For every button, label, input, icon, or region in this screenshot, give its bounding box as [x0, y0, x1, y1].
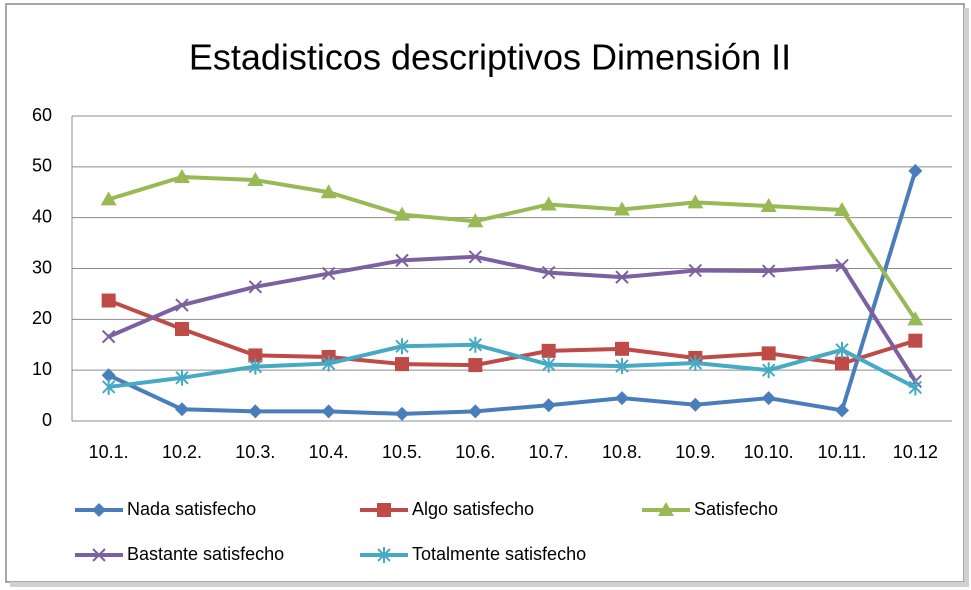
marker — [468, 404, 483, 419]
marker — [467, 213, 484, 228]
y-tick-label: 40 — [32, 206, 52, 226]
marker — [615, 358, 629, 375]
marker — [761, 391, 776, 406]
marker — [908, 163, 923, 178]
marker — [688, 355, 703, 372]
x-tick-label: 10.6. — [455, 442, 495, 462]
marker — [175, 369, 189, 386]
marker — [541, 356, 556, 373]
series-line — [107, 254, 918, 383]
marker — [615, 391, 629, 406]
legend-marker — [658, 502, 674, 516]
legend-marker — [92, 503, 106, 517]
marker — [468, 358, 483, 373]
marker — [395, 357, 409, 372]
marker — [100, 191, 117, 206]
y-tick-label: 30 — [32, 257, 52, 277]
marker — [395, 406, 409, 421]
legend-label: Algo satisfecho — [412, 499, 534, 519]
x-tick-label: 10.8. — [602, 442, 642, 462]
y-tick-label: 10 — [32, 359, 52, 379]
y-tick-label: 60 — [32, 105, 52, 125]
x-tick-label: 10.11. — [818, 442, 867, 462]
marker — [248, 348, 263, 363]
marker — [468, 250, 483, 264]
marker — [101, 329, 116, 344]
marker — [761, 346, 776, 361]
x-tick-label: 10.3. — [235, 442, 275, 462]
marker — [761, 362, 776, 379]
marker — [101, 378, 116, 395]
marker — [248, 404, 263, 419]
marker — [248, 358, 263, 375]
x-tick-label: 10.2. — [162, 442, 202, 462]
marker — [175, 321, 189, 336]
marker — [101, 293, 116, 308]
marker — [541, 343, 556, 358]
x-tick-label: 10.9. — [675, 442, 715, 462]
marker — [908, 333, 923, 348]
marker — [175, 402, 189, 417]
marker — [394, 206, 410, 221]
marker — [320, 184, 337, 199]
legend-label: Bastante satisfecho — [127, 544, 284, 564]
chart-frame — [5, 3, 965, 583]
marker — [395, 338, 409, 355]
marker — [395, 253, 409, 268]
y-tick-label: 50 — [32, 156, 52, 176]
marker — [541, 265, 556, 280]
x-tick-label: 10.10. — [744, 442, 794, 462]
marker — [760, 197, 777, 212]
marker — [688, 397, 703, 412]
marker — [615, 341, 629, 356]
x-tick-label: 10.12 — [893, 442, 938, 462]
frame-shadow — [964, 8, 969, 586]
marker — [834, 202, 850, 217]
marker — [907, 311, 924, 326]
y-tick-label: 0 — [42, 410, 52, 430]
marker — [614, 201, 630, 216]
x-tick-label: 10.5. — [382, 442, 422, 462]
marker — [761, 264, 776, 278]
marker — [835, 258, 849, 273]
marker — [248, 280, 263, 294]
x-tick-label: 10.4. — [309, 442, 349, 462]
marker — [175, 298, 189, 312]
marker — [688, 263, 703, 278]
legend-marker — [92, 548, 106, 562]
marker — [468, 336, 483, 353]
series-line — [108, 342, 917, 390]
chart-title: Estadisticos descriptivos Dimensión II — [189, 37, 791, 78]
y-tick-label: 20 — [32, 308, 52, 328]
marker — [687, 194, 704, 209]
marker — [908, 379, 923, 396]
x-tick-label: 10.7. — [529, 442, 569, 462]
series-line — [107, 170, 918, 416]
legend-label: Satisfecho — [694, 499, 778, 519]
marker — [541, 398, 556, 413]
marker — [540, 196, 557, 211]
legend-marker — [377, 547, 391, 563]
frame-shadow — [10, 582, 969, 587]
x-tick-label: 10.1. — [89, 442, 129, 462]
marker — [835, 403, 849, 418]
marker — [321, 266, 336, 281]
marker — [101, 368, 116, 383]
legend-label: Nada satisfecho — [127, 499, 256, 519]
legend-marker — [377, 503, 391, 517]
marker — [321, 404, 336, 419]
marker — [247, 172, 264, 187]
series-line — [108, 175, 917, 321]
marker — [321, 355, 336, 372]
legend-label: Totalmente satisfecho — [412, 544, 586, 564]
series-line — [107, 298, 916, 368]
marker — [174, 169, 190, 183]
marker — [835, 341, 849, 358]
marker — [835, 356, 849, 371]
marker — [615, 270, 629, 284]
